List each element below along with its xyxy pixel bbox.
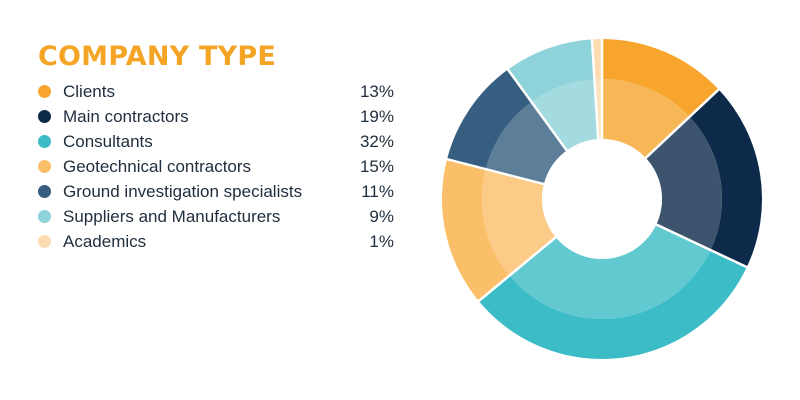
legend-value: 11% xyxy=(361,182,394,201)
slice-inner-shade-geotechnical-contractors xyxy=(482,169,556,276)
legend-swatch xyxy=(38,160,51,173)
slice-separator xyxy=(477,236,557,303)
slice-suppliers-and-manufacturers xyxy=(507,39,599,151)
slice-separator xyxy=(644,87,721,159)
slice-inner-shade-main-contractors xyxy=(645,116,723,251)
slice-separator xyxy=(506,68,568,152)
legend-item: Geotechnical contractors 15% xyxy=(38,154,398,179)
slice-inner-clients xyxy=(602,79,690,158)
slice-inner-shade-suppliers-and-manufacturers xyxy=(531,79,599,151)
legend-label: Ground investigation specialists xyxy=(63,182,303,201)
slice-geotechnical-contractors xyxy=(442,159,556,301)
slice-outer-consultants xyxy=(478,250,747,359)
legend-label: Academics xyxy=(63,232,147,251)
legend-item: Ground investigation specialists 11% xyxy=(38,179,398,204)
legend-item: Consultants 32% xyxy=(38,129,398,154)
slice-outer-main-contractors xyxy=(689,89,762,268)
legend-label: Geotechnical contractors xyxy=(63,157,252,176)
slice-ground-investigation-specialists xyxy=(447,69,567,185)
legend-item: Main contractors 19% xyxy=(38,104,398,129)
slice-inner-main-contractors xyxy=(645,116,723,251)
slice-outer-ground-investigation-specialists xyxy=(447,69,532,170)
slice-outer-clients xyxy=(602,39,719,117)
legend-swatch xyxy=(38,210,51,223)
slice-outer-suppliers-and-manufacturers xyxy=(507,39,595,102)
slice-inner-shade-ground-investigation-specialists xyxy=(485,101,567,185)
legend-value: 13% xyxy=(359,82,394,101)
legend-swatch xyxy=(38,235,51,248)
legend-label: Main contractors xyxy=(63,107,189,126)
slice-separator xyxy=(445,157,545,186)
slice-main-contractors xyxy=(645,89,762,268)
slice-inner-ground-investigation-specialists xyxy=(485,101,567,185)
legend-value: 15% xyxy=(359,157,394,176)
slice-inner-shade-clients xyxy=(602,79,690,158)
legend-value: 9% xyxy=(369,207,394,226)
donut-hole xyxy=(542,139,662,259)
legend-label: Clients xyxy=(63,82,115,101)
legend-label: Suppliers and Manufacturers xyxy=(63,207,281,226)
legend-value: 1% xyxy=(369,232,394,251)
slice-inner-shade-consultants xyxy=(509,224,711,319)
slice-clients xyxy=(602,39,719,158)
legend-label: Consultants xyxy=(63,132,153,151)
legend-swatch xyxy=(38,85,51,98)
slice-consultants xyxy=(478,224,747,359)
slice-inner-consultants xyxy=(509,224,711,319)
legend-item: Clients 13% xyxy=(38,79,398,104)
legend-item: Academics 1% xyxy=(38,229,398,254)
slice-separator xyxy=(655,223,749,269)
slice-outer-geotechnical-contractors xyxy=(442,159,510,301)
slice-inner-suppliers-and-manufacturers xyxy=(531,79,599,151)
chart-legend: Clients 13% Main contractors 19% Consult… xyxy=(38,79,398,254)
legend-swatch xyxy=(38,185,51,198)
legend-value: 32% xyxy=(359,132,394,151)
legend-swatch xyxy=(38,110,51,123)
legend-value: 19% xyxy=(359,107,394,126)
slice-separator xyxy=(590,38,600,140)
slice-inner-geotechnical-contractors xyxy=(482,169,556,276)
legend-swatch xyxy=(38,135,51,148)
legend-item: Suppliers and Manufacturers 9% xyxy=(38,204,398,229)
chart-title: COMPANY TYPE xyxy=(38,41,276,72)
